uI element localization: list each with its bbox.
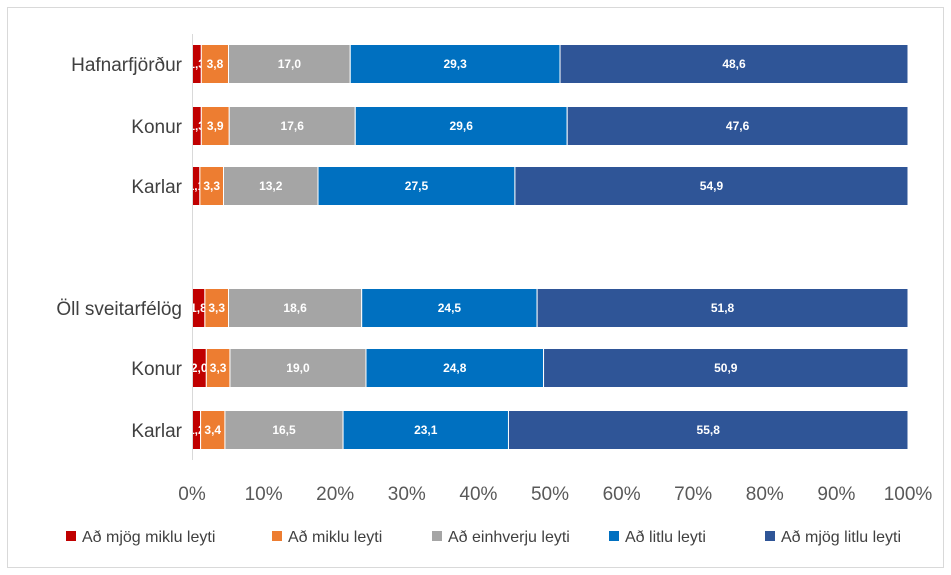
bar-segment bbox=[365, 348, 545, 388]
data-label: 2,0 bbox=[191, 361, 208, 375]
x-tick-label: 0% bbox=[178, 484, 206, 505]
data-label: 18,6 bbox=[283, 301, 307, 315]
bar-segment bbox=[342, 410, 509, 450]
data-label: 3,9 bbox=[207, 119, 224, 133]
data-label: 50,9 bbox=[714, 361, 738, 375]
category-label: Konur bbox=[131, 359, 182, 380]
legend-swatch bbox=[609, 531, 619, 541]
data-label: 24,8 bbox=[443, 361, 467, 375]
data-label: 17,0 bbox=[278, 57, 302, 71]
data-label: 3,8 bbox=[207, 57, 224, 71]
x-tick-label: 60% bbox=[603, 484, 641, 505]
x-tick-label: 20% bbox=[316, 484, 354, 505]
category-labels: Hafnarfjörður Konur Karlar Öll sveitarfélög… bbox=[56, 55, 182, 442]
x-tick-label: 40% bbox=[459, 484, 497, 505]
bar-segment bbox=[228, 44, 351, 84]
x-tick-label: 90% bbox=[817, 484, 855, 505]
data-label: 1,8 bbox=[190, 301, 207, 315]
legend-swatch bbox=[432, 531, 442, 541]
data-label: 3,3 bbox=[203, 179, 220, 193]
x-axis-tick-labels: 0% 10% 20% 30% 40% 50% 60% 70% 80% 90% 100% bbox=[178, 484, 932, 505]
x-tick-label: 70% bbox=[674, 484, 712, 505]
data-label: 3,3 bbox=[210, 361, 227, 375]
data-label: 23,1 bbox=[414, 423, 438, 437]
bar-segment bbox=[507, 410, 909, 450]
x-tick-label: 80% bbox=[746, 484, 784, 505]
category-label: Karlar bbox=[131, 421, 182, 442]
bar-segment bbox=[514, 166, 909, 206]
data-label: 55,8 bbox=[697, 423, 721, 437]
legend-label: Að litlu leyti bbox=[625, 529, 706, 546]
bar-segment bbox=[566, 106, 909, 146]
bar-segment bbox=[361, 288, 538, 328]
bar-segment bbox=[229, 348, 367, 388]
x-tick-label: 30% bbox=[388, 484, 426, 505]
data-label: 51,8 bbox=[711, 301, 735, 315]
bar-segment bbox=[228, 106, 356, 146]
data-label: 17,6 bbox=[281, 119, 305, 133]
legend-swatch bbox=[66, 531, 76, 541]
category-label: Karlar bbox=[131, 177, 182, 198]
x-tick-label: 100% bbox=[884, 484, 933, 505]
bar-segment bbox=[224, 410, 344, 450]
x-tick-label: 50% bbox=[531, 484, 569, 505]
bar-segment bbox=[200, 106, 230, 146]
legend-label: Að miklu leyti bbox=[288, 529, 382, 546]
legend-label: Að mjög miklu leyti bbox=[82, 529, 215, 546]
bar-segment bbox=[223, 166, 319, 206]
category-label: Konur bbox=[131, 117, 182, 138]
data-label: 54,9 bbox=[700, 179, 724, 193]
legend: Að mjög miklu leyti Að miklu leyti Að einh… bbox=[66, 529, 901, 546]
bar-segment bbox=[543, 348, 909, 388]
legend-swatch bbox=[765, 531, 775, 541]
data-label: 3,4 bbox=[204, 423, 221, 437]
data-label: 48,6 bbox=[722, 57, 746, 71]
data-label: 29,6 bbox=[450, 119, 474, 133]
chart-frame bbox=[7, 7, 944, 568]
data-label: 29,3 bbox=[443, 57, 467, 71]
data-label: 24,5 bbox=[438, 301, 462, 315]
bar-segment bbox=[317, 166, 516, 206]
bar-segment bbox=[354, 106, 568, 146]
data-label: 3,3 bbox=[208, 301, 225, 315]
data-label: 27,5 bbox=[405, 179, 429, 193]
bar-segment bbox=[349, 44, 561, 84]
legend-swatch bbox=[272, 531, 282, 541]
bar-segment bbox=[200, 410, 226, 450]
bar-segment bbox=[536, 288, 909, 328]
category-label: Öll sveitarfélög bbox=[56, 299, 182, 320]
data-label: 16,5 bbox=[272, 423, 296, 437]
data-label: 19,0 bbox=[286, 361, 310, 375]
bars-layer: 1,3 3,8 17,0 29,3 48,61,3 3,9 17,6 29,6 47,61,1 3… bbox=[188, 44, 909, 450]
legend-label: Að mjög litlu leyti bbox=[781, 529, 901, 546]
x-tick-label: 10% bbox=[245, 484, 283, 505]
data-label: 13,2 bbox=[259, 179, 283, 193]
bar-segment bbox=[228, 288, 363, 328]
bar-segment bbox=[559, 44, 909, 84]
data-label: 47,6 bbox=[726, 119, 750, 133]
category-label: Hafnarfjörður bbox=[71, 55, 183, 76]
legend-label: Að einhverju leyti bbox=[448, 529, 570, 546]
